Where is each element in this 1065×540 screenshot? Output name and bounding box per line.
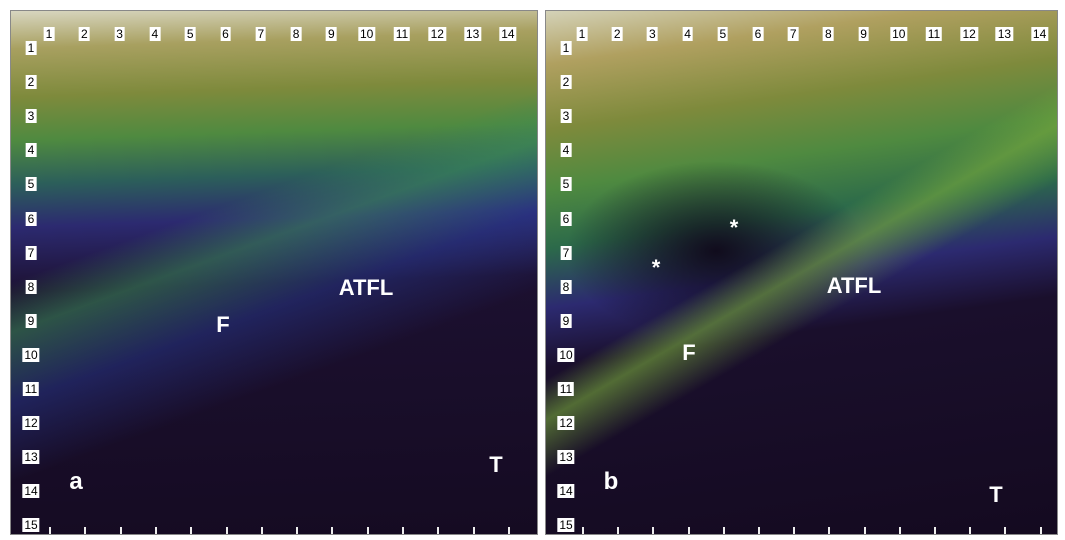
top-ruler-label: 14	[1030, 27, 1049, 41]
top-ruler-label: 1	[43, 27, 55, 41]
top-ruler-label: 8	[823, 27, 834, 41]
ruler-tick	[828, 527, 831, 534]
ruler-tick	[84, 527, 87, 534]
left-ruler-label: 14	[22, 484, 40, 499]
left-ruler-label: 6	[25, 211, 37, 226]
left-ruler-label: 12	[22, 416, 40, 431]
left-ruler-label: 7	[560, 245, 572, 260]
left-ruler-label: 6	[560, 211, 572, 226]
ruler-tick	[507, 527, 510, 534]
left-ruler-label: 4	[560, 143, 572, 158]
left-ruler-label: 1	[560, 41, 572, 55]
ruler-tick	[898, 527, 901, 534]
ruler-tick	[1039, 527, 1042, 534]
annotation: *	[729, 215, 739, 240]
top-ruler-label: 4	[149, 27, 161, 41]
annotation: ATFL	[826, 273, 882, 298]
ruler-tick	[472, 527, 475, 534]
left-ruler-label: 14	[557, 484, 575, 499]
left-ruler-label: 7	[25, 245, 37, 260]
ruler-tick	[402, 527, 404, 534]
panel-label: b	[603, 468, 619, 495]
top-ruler-label: 12	[428, 27, 446, 41]
top-ruler-label: 9	[326, 27, 337, 41]
left-ruler-label: 15	[557, 518, 575, 533]
left-ruler-label: 9	[560, 313, 572, 328]
ruler-tick	[437, 527, 440, 534]
ruler-tick	[758, 527, 760, 534]
top-ruler-label: 2	[611, 27, 623, 41]
annotation: F	[682, 340, 696, 365]
ruler-tick	[296, 527, 299, 534]
top-ruler-label: 10	[890, 27, 908, 41]
left-ruler-label: 8	[560, 279, 572, 294]
top-ruler-label: 11	[393, 27, 411, 41]
left-ruler-label: 10	[557, 347, 575, 362]
left-ruler-label: 2	[560, 75, 572, 90]
left-ruler-label: 13	[22, 450, 40, 465]
left-ruler-label: 4	[25, 143, 37, 158]
top-ruler-label: 7	[787, 27, 799, 41]
left-ruler-label: 1	[25, 41, 37, 55]
ruler-tick	[154, 527, 157, 534]
top-ruler-label: 6	[752, 27, 764, 41]
top-ruler-label: 5	[717, 27, 729, 41]
left-ruler-label: 8	[25, 279, 37, 294]
top-ruler-label: 14	[499, 27, 517, 41]
ruler-tick	[1004, 527, 1007, 534]
ultrasound-panel: ATFL F T a 1 2 3 4 5 6 7 8 9 10 11 12 13 14 1 2 3 4 5 6 7 8 9 1…	[10, 10, 538, 535]
ruler-tick	[652, 527, 655, 534]
ruler-tick	[617, 527, 620, 534]
top-ruler-label: 7	[255, 27, 267, 41]
left-ruler-label: 9	[25, 313, 37, 328]
ruler-tick	[119, 527, 122, 534]
top-ruler-label: 2	[78, 27, 90, 41]
ruler-tick	[969, 527, 972, 534]
top-ruler-label: 1	[576, 27, 588, 41]
top-ruler-label: 11	[925, 27, 943, 41]
left-ruler-label: 3	[25, 109, 37, 124]
left-ruler-label: 11	[22, 382, 40, 396]
left-ruler-label: 2	[25, 75, 37, 90]
left-ruler-label: 11	[557, 382, 575, 396]
ruler-tick	[366, 527, 369, 534]
ruler-tick	[793, 527, 796, 534]
top-ruler-label: 10	[358, 27, 376, 41]
ruler-tick	[225, 527, 228, 534]
ruler-tick	[687, 527, 690, 534]
top-ruler-label: 9	[858, 27, 869, 41]
top-ruler-label: 3	[647, 27, 658, 41]
top-ruler-label: 6	[220, 27, 231, 41]
left-ruler-label: 15	[22, 518, 40, 533]
top-ruler-label: 3	[114, 27, 125, 41]
top-ruler-label: 5	[184, 27, 196, 41]
ruler-tick	[49, 527, 51, 534]
top-ruler-label: 13	[463, 27, 482, 41]
ruler-tick	[722, 527, 725, 534]
annotation: T	[989, 482, 1003, 507]
top-ruler-label: 4	[682, 27, 693, 41]
ruler-tick	[934, 527, 936, 534]
ruler-tick	[863, 527, 866, 534]
left-ruler-label: 5	[25, 177, 37, 192]
annotation: T	[489, 452, 503, 477]
top-ruler-label: 8	[290, 27, 302, 41]
left-ruler-label: 5	[560, 177, 572, 192]
ruler-tick	[331, 527, 334, 534]
top-ruler-label: 13	[995, 27, 1014, 41]
left-ruler-label: 10	[22, 347, 40, 362]
left-ruler-label: 3	[560, 109, 572, 124]
annotation: ATFL	[338, 275, 394, 300]
ruler-tick	[190, 527, 193, 534]
ruler-tick	[582, 527, 584, 534]
top-ruler-label: 12	[960, 27, 978, 41]
annotation: F	[216, 312, 230, 337]
panel-label: a	[69, 468, 83, 495]
left-ruler-label: 12	[557, 416, 575, 431]
annotation: *	[651, 255, 661, 280]
ultrasound-panel: ATFL F T * * b 1 2 3 4 5 6 7 8 9 10 11 12 13 14 1 2 3 4 5 6…	[545, 10, 1058, 535]
left-ruler-label: 13	[557, 450, 575, 465]
ruler-tick	[260, 527, 263, 534]
